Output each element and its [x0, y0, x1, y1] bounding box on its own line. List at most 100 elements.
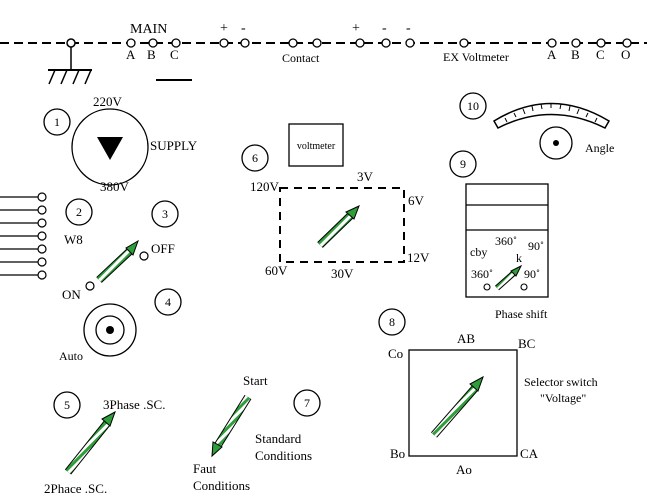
- terminal-minus-1[interactable]: [240, 38, 250, 48]
- number-circle-2: [65, 198, 93, 226]
- phase-k: k: [516, 251, 522, 265]
- minus-1-label: -: [241, 21, 246, 36]
- phase-shift-arrow-icon[interactable]: [495, 264, 523, 291]
- phase-terminal-right[interactable]: [520, 283, 528, 291]
- standard-label-2: Conditions: [255, 448, 312, 463]
- input-terminal[interactable]: [37, 270, 47, 280]
- phase-cby: cby: [470, 245, 487, 259]
- input-terminal[interactable]: [37, 205, 47, 215]
- fault-label-2: Conditions: [193, 478, 250, 493]
- off-label: OFF: [151, 241, 175, 256]
- phase-shift-label: Phase shift: [495, 307, 548, 321]
- voltmeter-range-box: [279, 187, 405, 263]
- on-label: ON: [62, 287, 81, 302]
- w8-label: W8: [64, 232, 83, 247]
- number-1: 1: [54, 115, 60, 129]
- selector-ao: Ao: [456, 462, 472, 477]
- ground-icon: [48, 38, 92, 85]
- selector-ab: AB: [457, 331, 475, 346]
- number-circle-4: [154, 288, 182, 316]
- terminal-main-b[interactable]: [148, 38, 158, 48]
- on-terminal[interactable]: [85, 281, 95, 291]
- right-b-label: B: [571, 47, 580, 62]
- number-circle-7: [293, 389, 321, 417]
- start-label: Start: [243, 373, 268, 388]
- fault-switch-arrow-icon[interactable]: [211, 394, 252, 458]
- auto-label: Auto: [59, 349, 83, 363]
- number-circle-9: [449, 150, 477, 178]
- main-b-label: B: [147, 47, 156, 62]
- ex-voltmeter-label: EX Voltmeter: [443, 50, 509, 64]
- contact-label: Contact: [282, 51, 320, 65]
- right-o-label: O: [621, 47, 630, 62]
- range-3v: 3V: [357, 169, 374, 184]
- plus-2-label: +: [352, 21, 360, 36]
- phase-360-top: 360˚: [495, 234, 517, 248]
- selector-bo: Bo: [390, 446, 405, 461]
- range-120v: 120V: [250, 179, 280, 194]
- minus-2-label: -: [382, 21, 387, 36]
- number-10: 10: [467, 99, 479, 113]
- number-circle-10: [459, 92, 487, 120]
- terminal-ex-voltmeter[interactable]: [459, 38, 469, 48]
- main-a-label: A: [126, 47, 136, 62]
- three-phase-sc-label: 3Phase .SC.: [103, 397, 165, 412]
- terminal-main-c[interactable]: [171, 38, 181, 48]
- input-terminal[interactable]: [37, 218, 47, 228]
- terminal-right-b[interactable]: [571, 38, 581, 48]
- number-circle-3: [151, 200, 179, 228]
- number-circle-6: [241, 144, 269, 172]
- selector-label-2: "Voltage": [540, 391, 586, 405]
- terminal-main-a[interactable]: [126, 38, 136, 48]
- fault-label-1: Faut: [193, 461, 217, 476]
- input-terminal[interactable]: [37, 231, 47, 241]
- number-2: 2: [76, 205, 82, 219]
- triangle-down-icon: [97, 137, 123, 160]
- terminal-contact-1[interactable]: [288, 38, 298, 48]
- terminal-right-c[interactable]: [596, 38, 606, 48]
- voltmeter-range-arrow-icon[interactable]: [317, 205, 360, 248]
- selector-ca: CA: [520, 446, 539, 461]
- number-7: 7: [304, 396, 310, 410]
- w8-switch-arrow-icon[interactable]: [96, 239, 139, 283]
- range-30v: 30V: [331, 266, 354, 281]
- minus-3-label: -: [406, 21, 411, 36]
- number-5: 5: [64, 398, 70, 412]
- terminal-contact-2[interactable]: [312, 38, 322, 48]
- off-terminal[interactable]: [139, 251, 149, 261]
- terminal-right-o[interactable]: [622, 38, 632, 48]
- terminal-plus-2[interactable]: [355, 38, 365, 48]
- main-c-label: C: [170, 47, 179, 62]
- selector-switch-arrow-icon[interactable]: [430, 375, 484, 438]
- terminal-minus-3[interactable]: [405, 38, 415, 48]
- number-9: 9: [460, 157, 466, 171]
- terminal-minus-2[interactable]: [381, 38, 391, 48]
- input-wires: [0, 196, 38, 276]
- supply-380v: 380V: [100, 179, 130, 194]
- input-terminal[interactable]: [37, 257, 47, 267]
- number-circle-5: [53, 391, 81, 419]
- supply-label: SUPPLY: [150, 138, 198, 153]
- right-c-label: C: [596, 47, 605, 62]
- terminal-right-a[interactable]: [547, 38, 557, 48]
- right-a-label: A: [547, 47, 557, 62]
- phase-terminal-left[interactable]: [483, 283, 491, 291]
- selector-label-1: Selector switch: [524, 375, 598, 389]
- bus-terminals: [126, 38, 632, 48]
- selector-co: Co: [388, 346, 403, 361]
- number-6: 6: [252, 151, 258, 165]
- input-terminal[interactable]: [37, 192, 47, 202]
- range-6v: 6V: [408, 193, 425, 208]
- phase-sc-switch-arrow-icon[interactable]: [64, 410, 116, 475]
- phase-360-bottom: 360˚: [471, 267, 493, 281]
- number-3: 3: [162, 207, 168, 221]
- number-8: 8: [389, 315, 395, 329]
- main-label: MAIN: [130, 22, 167, 37]
- phase-90-top: 90˚: [528, 239, 544, 253]
- selector-bc: BC: [518, 336, 535, 351]
- input-terminal[interactable]: [37, 244, 47, 254]
- terminal-plus-1[interactable]: [219, 38, 229, 48]
- two-phase-sc-label: 2Phace .SC.: [44, 481, 107, 496]
- range-12v: 12V: [407, 250, 430, 265]
